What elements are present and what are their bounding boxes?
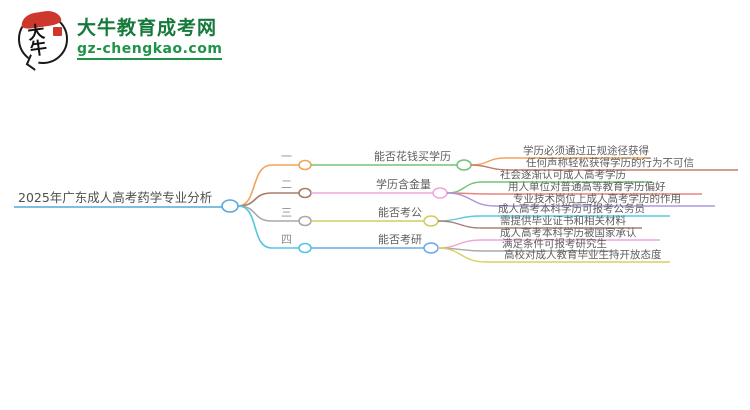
leaf-4-3-label: 高校对成人教育毕业生持开放态度	[504, 248, 662, 261]
leaf-2-2-label: 用人单位对普通高等教育学历偏好	[508, 180, 666, 193]
branch-4-circle	[298, 242, 312, 254]
branch-1-label: 一	[281, 150, 292, 163]
topic-3-circle	[423, 215, 439, 227]
leaf-2-1-label: 社会逐渐认可成人高考学历	[500, 168, 626, 181]
leaf-3-1-label: 成人高考本科学历可报考公务员	[498, 202, 645, 215]
red-seal-icon	[53, 27, 62, 36]
leaf-3-2-label: 需提供毕业证书和相关材料	[500, 214, 626, 227]
link-topic1-leaf1	[470, 157, 506, 166]
leaf-2-3-label: 专业技术岗位上成人高考学历的作用	[513, 192, 681, 205]
topic-2-circle	[432, 187, 448, 199]
branch-2-label: 二	[281, 178, 292, 191]
logo-characters: 大牛	[26, 22, 49, 61]
link-topic3-leaf2	[437, 220, 483, 229]
link-root-branch-4	[237, 205, 273, 249]
topic-2-label: 学历含金量	[376, 177, 431, 191]
branch-4-label: 四	[281, 233, 292, 246]
topic-4-label: 能否考研	[378, 232, 422, 246]
link-topic4-leaf3	[437, 247, 487, 263]
root-node-circle	[221, 199, 239, 213]
bull-badge-icon: 大牛	[18, 8, 68, 71]
leaf-1-2-label: 任何声称轻松获得学历的行为不可信	[526, 156, 694, 169]
link-topic2-leaf1	[446, 181, 483, 194]
topic-1-circle	[456, 159, 472, 171]
site-name: 大牛教育成考网	[77, 16, 218, 39]
site-url: gz-chengkao.com	[77, 41, 223, 61]
topic-1-label: 能否花钱买学历	[374, 149, 451, 163]
branch-1-circle	[298, 159, 312, 171]
site-logo: 大牛 大牛教育成考网 gz-chengkao.com	[18, 8, 223, 71]
link-topic4-leaf1	[437, 239, 483, 249]
leaf-1-1-label: 学历必须通过正规途径获得	[523, 144, 649, 157]
logo-text: 大牛教育成考网 gz-chengkao.com	[77, 16, 223, 61]
link-topic2-leaf3	[446, 192, 496, 207]
topic-4-circle	[423, 242, 439, 254]
leaf-4-1-label: 成人高考本科学历被国家承认	[500, 226, 637, 239]
branch-2-circle	[298, 187, 312, 199]
link-topic3-leaf1	[437, 215, 481, 222]
branch-3-circle	[298, 215, 312, 227]
leaf-4-2-label: 满足条件可报考研究生	[502, 237, 607, 250]
link-root-branch-3	[237, 205, 273, 222]
root-node-label: 2025年广东成人高考药学专业分析	[18, 190, 212, 205]
branch-3-label: 三	[281, 206, 292, 219]
link-topic1-leaf2	[470, 164, 509, 171]
topic-3-label: 能否考公	[378, 205, 422, 219]
